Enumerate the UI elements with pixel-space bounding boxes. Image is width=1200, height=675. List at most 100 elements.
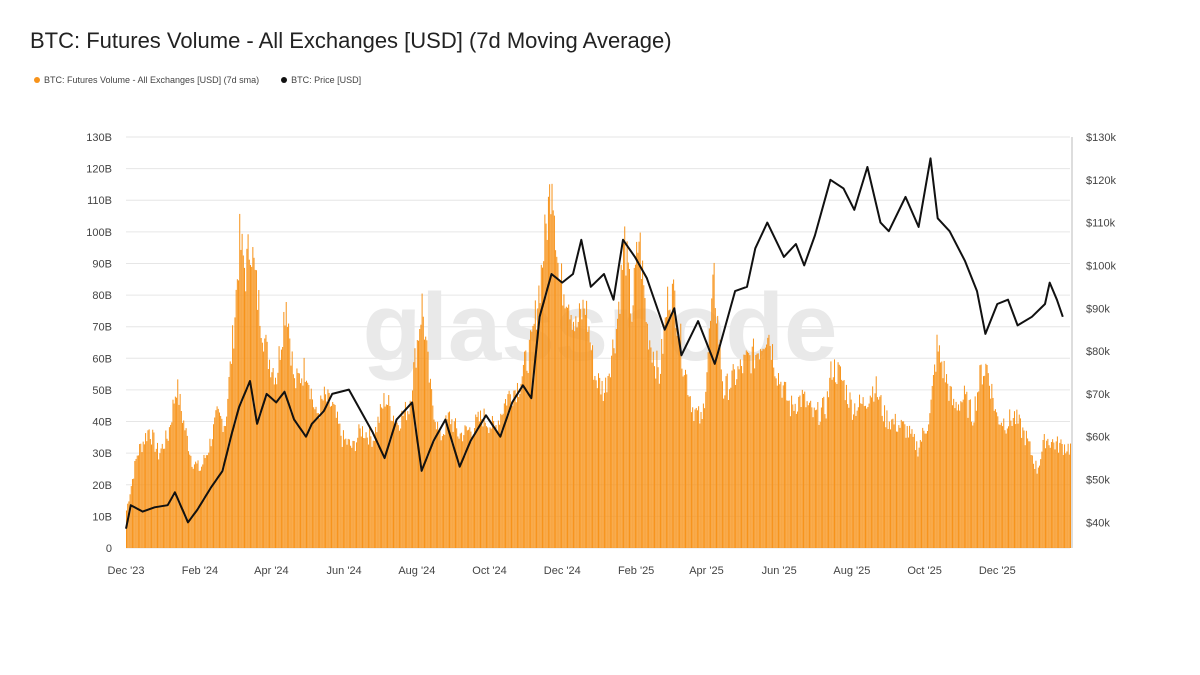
volume-bar	[812, 417, 814, 548]
volume-bar	[1037, 467, 1039, 548]
volume-bar	[594, 375, 596, 548]
volume-bar	[934, 364, 936, 548]
volume-bar	[975, 410, 977, 548]
legend-item-volume[interactable]: BTC: Futures Volume - All Exchanges [USD…	[34, 75, 259, 85]
volume-bar	[234, 317, 236, 548]
volume-bar	[804, 391, 806, 548]
volume-bar	[961, 402, 963, 548]
volume-bar	[617, 318, 619, 548]
volume-bar	[345, 438, 347, 548]
volume-bar	[230, 363, 232, 548]
volume-bar	[808, 402, 810, 548]
volume-bar	[273, 384, 275, 548]
volume-bar	[521, 376, 523, 548]
volume-bar	[687, 395, 689, 548]
volume-bar	[726, 373, 728, 548]
volume-bar	[870, 397, 872, 548]
volume-bar	[770, 359, 772, 548]
volume-bar	[998, 424, 1000, 548]
volume-bar	[1049, 447, 1051, 548]
volume-bar	[669, 309, 671, 548]
volume-bar	[130, 486, 132, 548]
y-right-tick-label: $120k	[1086, 175, 1116, 187]
volume-bar	[300, 383, 302, 548]
volume-bar	[190, 455, 192, 548]
volume-bar	[676, 335, 678, 548]
volume-bar	[947, 383, 949, 548]
volume-bar	[291, 351, 293, 548]
volume-bar	[748, 352, 750, 548]
volume-bar	[859, 394, 861, 548]
volume-bar	[900, 419, 902, 548]
volume-bar	[359, 428, 361, 548]
volume-bar	[987, 373, 989, 548]
volume-bar	[583, 308, 585, 548]
volume-bar	[316, 413, 318, 548]
volume-bar	[628, 269, 630, 548]
volume-bar	[741, 366, 743, 548]
volume-bar	[317, 413, 319, 548]
volume-bar	[849, 392, 851, 548]
volume-bar	[623, 243, 625, 549]
volume-bar	[274, 377, 276, 548]
volume-bar	[694, 409, 696, 548]
volume-bar	[755, 355, 757, 548]
volume-bar	[553, 215, 555, 548]
volume-bar	[792, 404, 794, 548]
volume-bar	[1010, 420, 1012, 548]
volume-bar	[795, 413, 797, 548]
volume-bar	[549, 184, 551, 549]
volume-bar	[433, 419, 435, 548]
volume-bar	[718, 344, 720, 548]
volume-bar	[766, 344, 768, 548]
volume-bar	[742, 373, 744, 548]
volume-bar	[154, 451, 156, 548]
volume-bar	[141, 452, 143, 548]
volume-bar	[897, 431, 899, 548]
volume-bar	[598, 373, 600, 548]
volume-bar	[885, 427, 887, 548]
volume-bar	[546, 239, 548, 548]
volume-bar	[789, 416, 791, 548]
volume-bar	[534, 300, 536, 548]
volume-bar	[606, 392, 608, 548]
volume-bar	[536, 329, 538, 548]
volume-bar	[495, 425, 497, 548]
volume-bar	[949, 385, 951, 548]
volume-bar	[767, 337, 769, 548]
x-axis: Dec '23 Feb '24 Apr '24 Jun '24 Aug '24 Oct '…	[108, 565, 1016, 577]
volume-bar	[166, 438, 168, 548]
volume-bar	[936, 334, 938, 548]
volume-bar	[127, 503, 129, 548]
volume-bar	[737, 366, 739, 548]
volume-bar	[496, 432, 498, 548]
volume-bar	[522, 364, 524, 548]
y-right-tick-label: $70k	[1086, 389, 1110, 401]
legend-item-price[interactable]: BTC: Price [USD]	[281, 75, 361, 85]
legend: BTC: Futures Volume - All Exchanges [USD…	[34, 75, 361, 85]
volume-bar	[843, 380, 845, 548]
volume-bar	[515, 402, 517, 548]
volume-bar	[474, 428, 476, 548]
volume-bar	[518, 397, 520, 548]
volume-bar	[888, 421, 890, 548]
volume-bar	[543, 261, 545, 548]
volume-bar	[270, 377, 272, 548]
volume-bar	[1023, 430, 1025, 548]
volume-bar	[828, 397, 830, 548]
volume-bars	[126, 183, 1072, 549]
volume-bar	[634, 264, 636, 548]
volume-bar	[161, 443, 163, 548]
volume-bar	[267, 369, 269, 548]
volume-bar	[425, 336, 427, 548]
volume-bar	[721, 381, 723, 548]
volume-bar	[400, 428, 402, 548]
volume-bar	[285, 302, 287, 548]
volume-bar	[879, 396, 881, 548]
x-tick-label: Oct '25	[907, 565, 942, 577]
volume-bar	[1050, 442, 1052, 548]
volume-bar	[531, 331, 533, 548]
volume-bar	[806, 401, 808, 548]
volume-bar	[321, 398, 323, 548]
